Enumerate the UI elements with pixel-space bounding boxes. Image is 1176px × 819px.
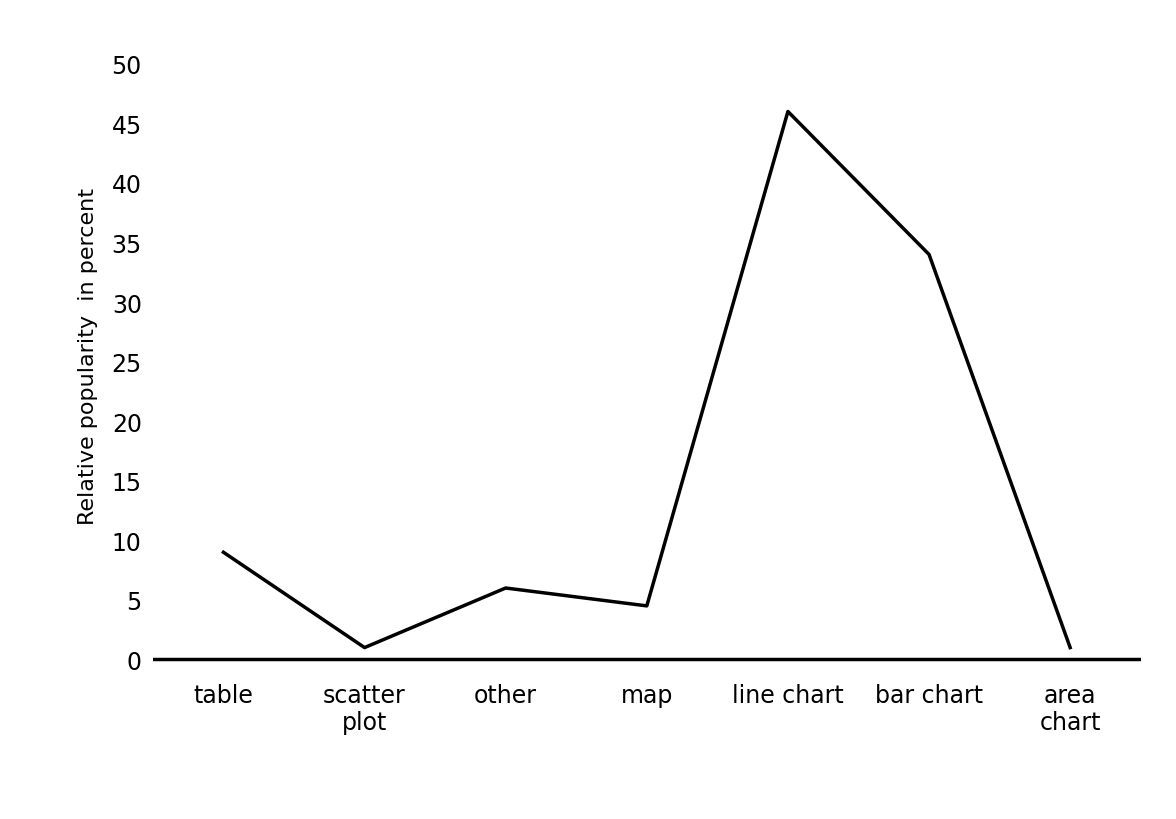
Y-axis label: Relative popularity  in percent: Relative popularity in percent xyxy=(78,188,98,524)
